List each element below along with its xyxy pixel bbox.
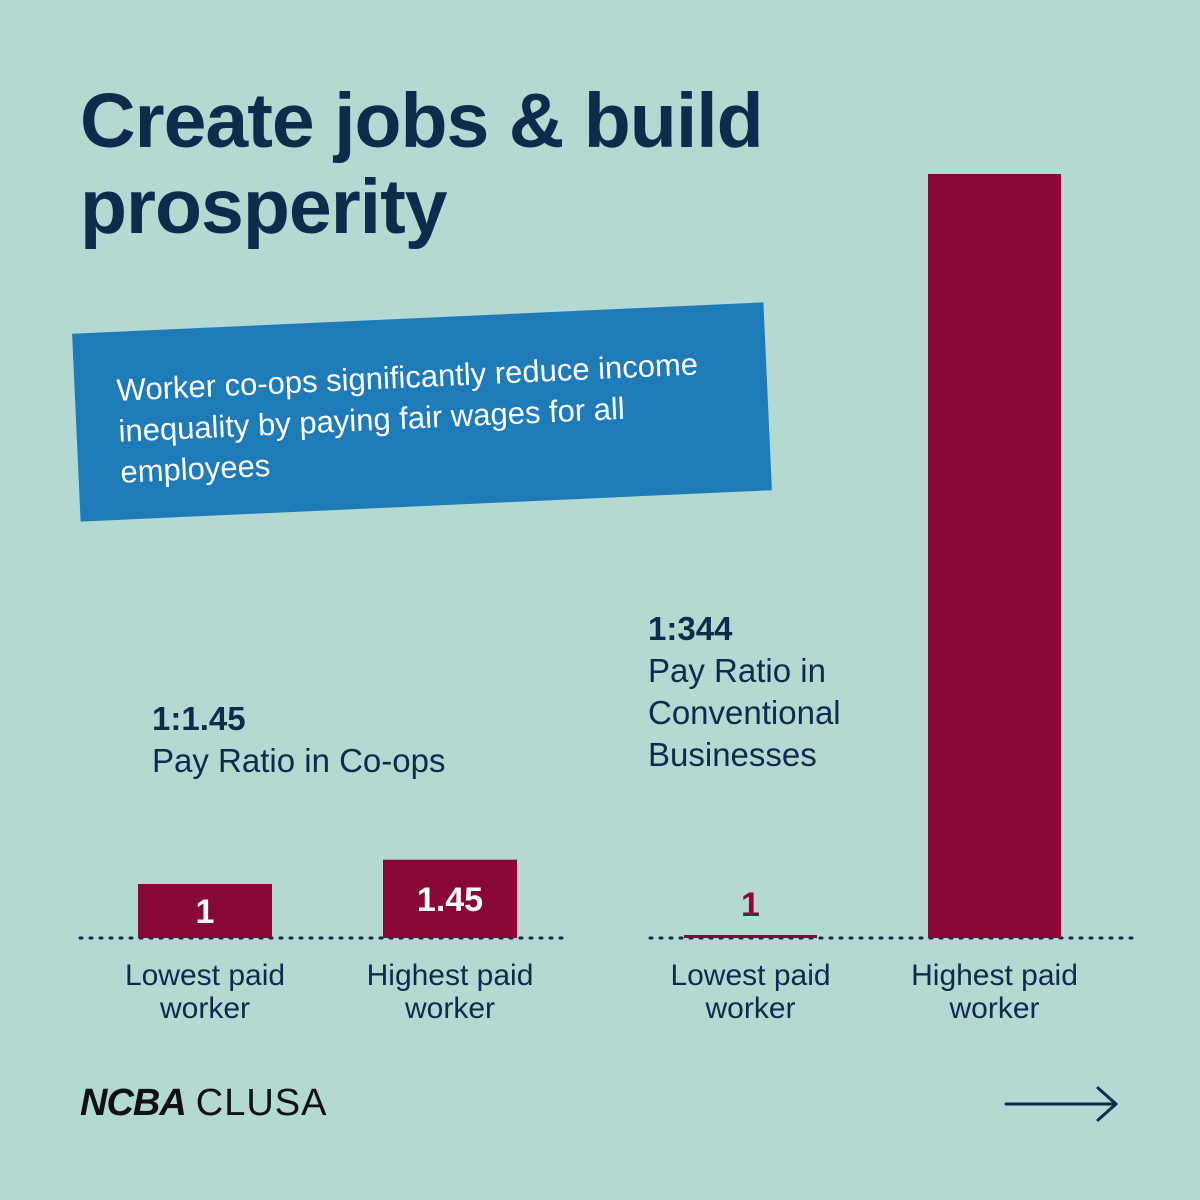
logo-ncba-text: NCBA — [80, 1081, 187, 1124]
coops-ratio-value: 1:1.45 — [152, 700, 246, 737]
ncba-clusa-logo: NCBA CLUSA — [80, 1080, 328, 1126]
arrow-right-icon[interactable] — [1000, 1082, 1124, 1126]
conventional-caption-line-2: Conventional — [648, 694, 841, 731]
coops-bar-1 — [138, 884, 272, 938]
conventional-category-2-line-2: worker — [948, 992, 1039, 1025]
coops-category-2-line-2: worker — [404, 992, 495, 1025]
conventional-category-2-line-1: Highest paid — [911, 959, 1078, 992]
conventional-bar-1-label: 1 — [741, 886, 760, 924]
conventional-ratio-value: 1:344 — [648, 610, 733, 647]
conventional-caption-line-1: Pay Ratio in — [648, 652, 826, 689]
conventional-caption-line-3: Businesses — [648, 736, 817, 773]
coops-category-1-line-2: worker — [159, 992, 250, 1025]
coops-bar-2 — [383, 859, 517, 938]
logo-clusa-text: CLUSA — [195, 1081, 328, 1124]
coops-category-1-line-1: Lowest paid — [125, 959, 285, 992]
conventional-bar-2 — [928, 174, 1061, 938]
coops-bar-1-label: 1 — [196, 893, 215, 931]
coops-bar-2-label: 1.45 — [417, 881, 483, 919]
conventional-ratio-block: 1:344 Pay Ratio in Conventional Business… — [648, 608, 841, 776]
coops-category-2-line-1: Highest paid — [367, 959, 534, 992]
conventional-bar-1 — [684, 935, 817, 938]
page-title: Create jobs & build prosperity — [80, 78, 764, 250]
coops-ratio-block: 1:1.45 Pay Ratio in Co-ops — [152, 698, 445, 782]
coops-ratio-caption: Pay Ratio in Co-ops — [152, 742, 446, 779]
conventional-category-1-line-2: worker — [704, 992, 795, 1025]
conventional-category-1-line-1: Lowest paid — [670, 959, 830, 992]
